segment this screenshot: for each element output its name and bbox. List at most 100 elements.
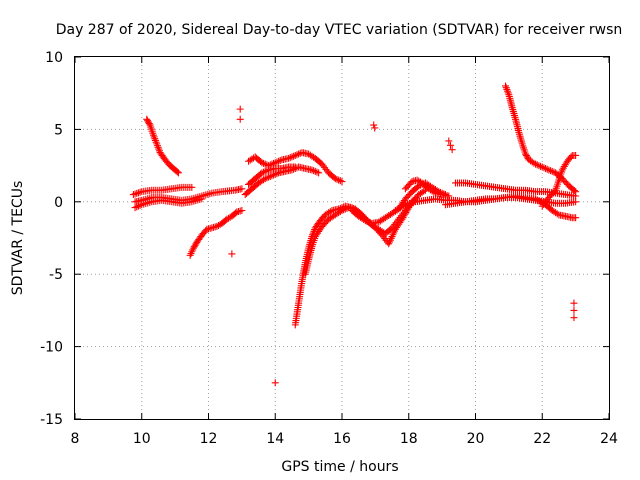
data-point [155,147,163,155]
data-point [420,187,428,195]
data-point [338,206,346,214]
y-tick-label: -10 [40,340,63,356]
data-point [188,183,196,191]
data-point [553,210,561,218]
data-point [448,146,456,154]
data-point [308,166,316,174]
data-point [542,164,550,172]
data-point [136,201,144,209]
series-arc-l [401,176,453,200]
data-point [153,142,161,150]
data-point [134,189,142,197]
data-point [275,157,283,165]
x-tick-labels: 8 10 12 14 16 18 20 22 24 [71,431,618,447]
x-tick-label: 18 [400,431,418,447]
data-point [445,137,453,145]
data-point [295,150,303,158]
data-point [263,167,271,175]
y-axis-title: SDTVAR / TECUs [10,181,26,296]
data-point [191,241,199,249]
data-point [133,203,141,211]
series-arc-c [131,195,206,212]
series-arc-f [245,149,346,186]
data-point [268,172,276,180]
series-arc-e [186,206,246,259]
data-point [570,306,578,314]
data-point [134,202,142,210]
series-isolated [228,105,578,387]
x-tick-label: 10 [133,431,151,447]
data-point [154,143,162,151]
data-point [313,168,321,176]
data-point [537,162,545,170]
data-point [232,209,240,217]
data-point [572,188,580,196]
data-points [129,82,580,387]
data-point [446,141,454,149]
data-point [228,250,236,258]
data-point [258,169,266,177]
data-point [190,243,198,251]
data-point [285,154,293,162]
data-point [572,151,580,159]
data-point [293,151,301,159]
data-point [535,162,543,170]
series-arc-q [538,151,580,210]
data-point [504,89,512,97]
data-point [143,115,151,123]
series-arc-n [451,179,580,200]
data-point [315,169,323,177]
data-point [145,120,153,128]
data-point [363,217,371,225]
data-point [326,208,334,216]
data-point [266,172,274,180]
data-point [258,159,266,167]
data-point [261,167,269,175]
x-tick-label: 24 [600,431,618,447]
x-axis-title: GPS time / hours [281,459,398,475]
series-arc-o [441,192,580,222]
data-point [333,175,341,183]
y-tick-label: -5 [49,267,63,283]
data-point [331,175,339,183]
data-point [361,217,369,225]
data-point [133,189,141,197]
data-point [371,124,379,132]
data-point [261,175,269,183]
data-point [136,188,144,196]
y-tick-label: -15 [40,412,63,428]
data-point [336,177,344,185]
data-point [198,195,206,203]
data-point [129,191,137,199]
data-point [310,167,318,175]
data-point [131,190,139,198]
data-point [276,157,284,165]
y-tick-label: 5 [54,122,63,138]
data-point [445,192,453,200]
data-point [261,160,269,168]
data-point [538,163,546,171]
data-point [400,202,408,210]
data-point [338,178,346,186]
data-point [365,218,373,226]
data-point [238,206,246,214]
x-tick-label: 8 [71,431,80,447]
data-point [522,150,530,158]
data-point [151,135,159,143]
data-point [290,152,298,160]
data-point [236,105,244,113]
data-point [260,159,268,167]
data-point [131,204,139,212]
data-point [149,131,157,139]
data-point [291,151,299,159]
data-point [260,168,268,176]
series-arc-h [245,163,299,188]
data-point [152,138,160,146]
data-point [173,168,181,176]
data-point [144,118,152,126]
data-point [263,174,271,182]
data-point [340,206,348,214]
data-point [523,153,531,161]
data-point [270,171,278,179]
